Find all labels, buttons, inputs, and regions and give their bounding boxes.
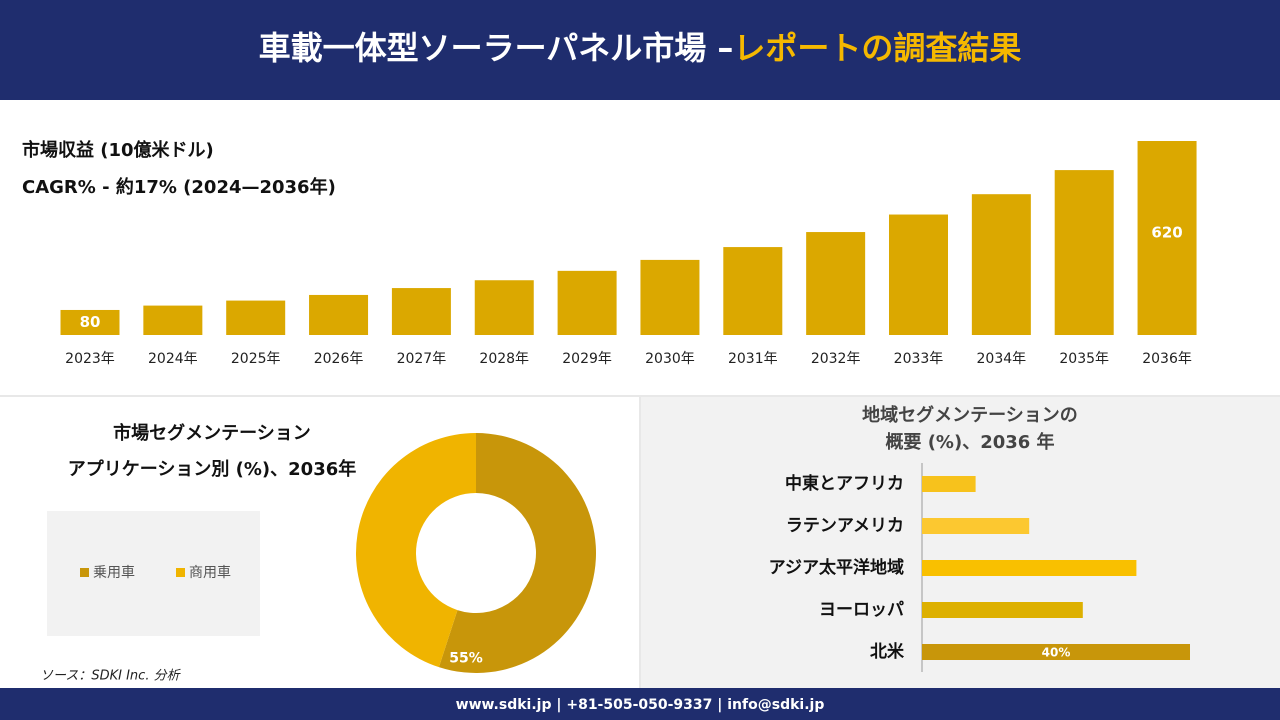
chart-subtitle: CAGR% - 約17% (2024—2036年) — [22, 176, 336, 198]
x-tick-label: 2023年 — [65, 351, 115, 367]
data-label: 620 — [1151, 224, 1182, 242]
bar — [391, 288, 451, 335]
chart-title: 市場収益 (10億米ドル) — [22, 139, 214, 161]
bar — [309, 294, 369, 335]
bar — [1054, 170, 1114, 335]
bar — [640, 259, 700, 335]
legend-swatch — [176, 568, 185, 577]
x-tick-label: 2033年 — [894, 351, 944, 367]
footer-band — [0, 688, 1280, 720]
header-title: 車載一体型ソーラーパネル市場 –レポートの調査結果 — [259, 29, 1022, 67]
bar — [557, 270, 617, 335]
bar — [922, 644, 1190, 660]
legend-label: 商用車 — [189, 564, 231, 581]
x-tick-label: 2035年 — [1059, 351, 1109, 367]
header-band — [0, 0, 1280, 100]
bar — [971, 194, 1031, 335]
y-tick-label: アジア太平洋地域 — [769, 557, 904, 578]
x-tick-label: 2031年 — [728, 351, 778, 367]
data-label: 40% — [1042, 646, 1071, 660]
bar — [60, 309, 120, 335]
y-tick-label: 北米 — [870, 641, 905, 662]
x-tick-label: 2030年 — [645, 351, 695, 367]
bar — [723, 247, 783, 335]
title-accent: レポートの調査結果 — [733, 29, 1021, 67]
x-tick-label: 2029年 — [562, 351, 612, 367]
bar — [1137, 141, 1197, 335]
bar — [922, 560, 1137, 576]
x-tick-label: 2024年 — [148, 351, 198, 367]
bar — [922, 476, 976, 492]
bar — [922, 602, 1083, 618]
bar — [922, 518, 1030, 534]
title-main: 車載一体型ソーラーパネル市場 – — [259, 29, 734, 67]
x-tick-label: 2034年 — [977, 351, 1027, 367]
bar — [806, 232, 866, 335]
y-tick-label: ラテンアメリカ — [786, 516, 904, 536]
data-label: 80 — [80, 313, 101, 331]
right-panel — [641, 397, 1280, 688]
chart-title: 市場セグメンテーション — [113, 422, 311, 444]
chart-title: 地域セグメンテーションの — [862, 404, 1078, 426]
pie-slice — [356, 433, 476, 668]
x-tick-label: 2036年 — [1142, 351, 1192, 367]
x-tick-label: 2032年 — [811, 351, 861, 367]
x-tick-label: 2025年 — [231, 351, 281, 367]
legend-label: 乗用車 — [93, 564, 135, 581]
bar — [474, 280, 534, 335]
footer: www.sdki.jp | +81-505-050-9337 | info@sd… — [456, 697, 825, 713]
data-label: 55% — [449, 651, 483, 667]
bar — [889, 214, 948, 335]
y-tick-label: 中東とアフリカ — [785, 473, 904, 494]
x-tick-label: 2028年 — [479, 351, 529, 367]
pie-slice — [438, 433, 596, 674]
y-tick-label: ヨーロッパ — [819, 600, 904, 620]
x-tick-label: 2027年 — [397, 351, 447, 367]
bar — [143, 305, 203, 335]
bar — [226, 300, 286, 335]
chart-title: アプリケーション別 (%)、2036年 — [68, 458, 357, 480]
legend-swatch — [80, 568, 89, 577]
source: ソース：SDKI Inc. 分析 — [40, 669, 182, 684]
x-tick-label: 2026年 — [314, 351, 364, 367]
chart-title: 概要 (%)、2036 年 — [885, 431, 1054, 453]
